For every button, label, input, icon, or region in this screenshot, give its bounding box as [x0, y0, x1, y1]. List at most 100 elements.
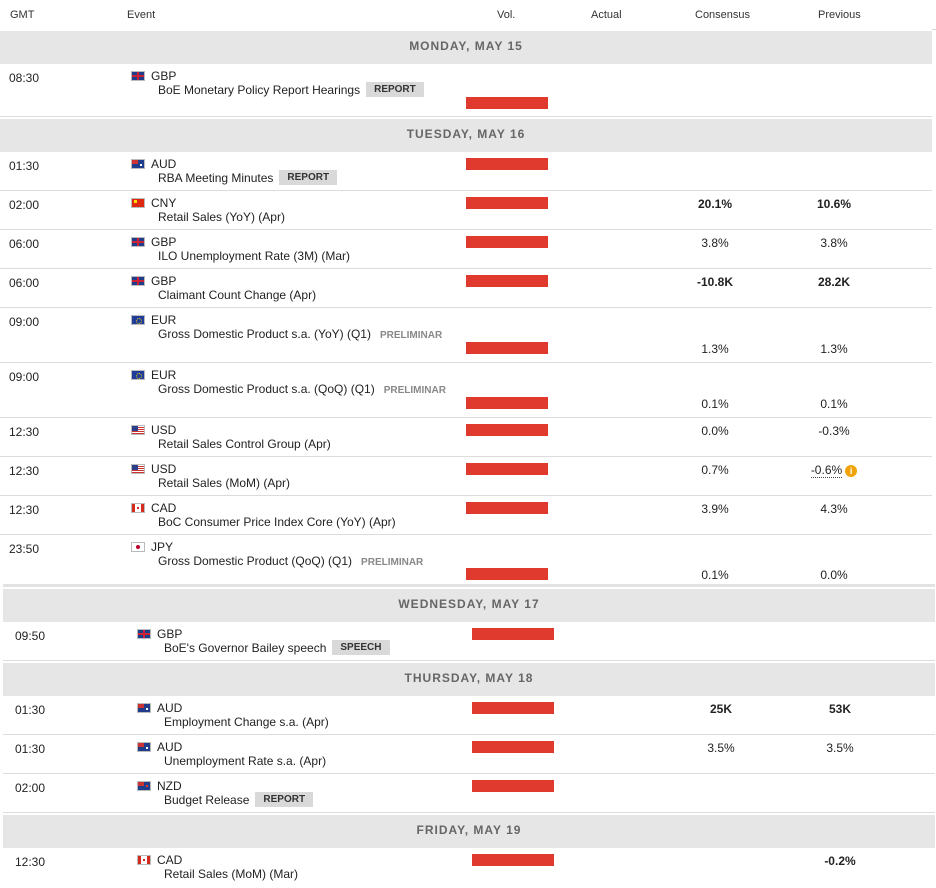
actual-column-header: Actual	[591, 9, 622, 21]
speech-badge[interactable]: SPEECH	[332, 640, 390, 656]
volatility-bar	[466, 97, 548, 109]
event-name[interactable]: Gross Domestic Product (QoQ) (Q1) PRELIMI…	[158, 554, 423, 568]
event-title[interactable]: Gross Domestic Product s.a. (YoY) (Q1)	[158, 327, 371, 341]
event-name[interactable]: Budget Release REPORT	[164, 792, 314, 808]
event-title[interactable]: Retail Sales Control Group (Apr)	[158, 437, 331, 451]
event-title[interactable]: Retail Sales (MoM) (Apr)	[158, 476, 291, 490]
event-name[interactable]: BoE Monetary Policy Report Hearings REPOR…	[158, 82, 424, 98]
event-title[interactable]: Retail Sales (MoM) (Mar)	[164, 867, 299, 881]
preliminary-tag: PRELIMINAR	[379, 330, 443, 341]
event-time: 01:30	[15, 742, 46, 756]
day-header: THURSDAY, MAY 18	[3, 661, 935, 696]
table-row[interactable]: 12:30 CAD BoC Consumer Price Index Core …	[0, 496, 932, 535]
consensus-value: 0.1%	[701, 568, 729, 582]
event-name[interactable]: Gross Domestic Product s.a. (YoY) (Q1) PR…	[158, 327, 442, 341]
us-flag-icon	[131, 464, 145, 474]
event-title[interactable]: Retail Sales (YoY) (Apr)	[158, 210, 285, 224]
event-time: 12:30	[9, 503, 40, 517]
event-title[interactable]: Gross Domestic Product (QoQ) (Q1)	[158, 554, 353, 568]
event-title[interactable]: Unemployment Rate s.a. (Apr)	[164, 754, 327, 768]
event-title[interactable]: BoE's Governor Bailey speech	[164, 641, 327, 655]
table-row[interactable]: 02:00 CNY Retail Sales (YoY) (Apr) 20.1%…	[0, 191, 932, 230]
event-time: 12:30	[9, 425, 40, 439]
event-time: 23:50	[9, 542, 40, 556]
table-row[interactable]: 01:30 AUD Unemployment Rate s.a. (Apr) 3…	[3, 735, 935, 774]
event-title[interactable]: Gross Domestic Product s.a. (QoQ) (Q1)	[158, 382, 375, 396]
table-row[interactable]: 09:50 GBP BoE's Governor Bailey speech SP…	[3, 622, 935, 661]
event-title[interactable]: Employment Change s.a. (Apr)	[164, 715, 329, 729]
event-title[interactable]: RBA Meeting Minutes	[158, 171, 274, 185]
table-row[interactable]: 06:00 GBP Claimant Count Change (Apr) -1…	[0, 269, 932, 308]
event-currency: GBP	[151, 69, 177, 83]
australia-flag-icon	[137, 742, 151, 752]
previous-value[interactable]: -0.6%	[810, 463, 843, 478]
event-time: 12:30	[15, 855, 46, 869]
event-currency: EUR	[151, 368, 177, 382]
consensus-value: -10.8K	[696, 275, 734, 289]
table-row[interactable]: 09:00 EUR Gross Domestic Product s.a. (Y…	[0, 308, 932, 363]
day-header: FRIDAY, MAY 19	[3, 813, 935, 848]
volatility-bar	[466, 424, 548, 436]
info-icon[interactable]: i	[845, 464, 858, 477]
previous-value: 0.0%	[820, 568, 848, 582]
china-flag-icon	[131, 198, 145, 208]
event-currency: EUR	[151, 313, 177, 327]
volatility-bar	[472, 702, 554, 714]
volatility-bar	[466, 397, 548, 409]
volatility-bar	[466, 568, 548, 580]
volatility-bar	[466, 236, 548, 248]
previous-value: 0.1%	[820, 397, 848, 411]
table-row[interactable]: 12:30 USD Retail Sales Control Group (Ap…	[0, 418, 932, 457]
day-header: TUESDAY, MAY 16	[0, 117, 932, 152]
consensus-value: 3.5%	[707, 741, 735, 755]
consensus-value: 1.3%	[701, 342, 729, 356]
table-row[interactable]: 01:30 AUD Employment Change s.a. (Apr) 2…	[3, 696, 935, 735]
event-time: 01:30	[15, 703, 46, 717]
consensus-value: 0.0%	[701, 424, 729, 438]
event-title[interactable]: BoC Consumer Price Index Core (YoY) (Apr…	[158, 515, 396, 529]
eu-flag-icon	[131, 315, 145, 325]
table-header: GMT Event Vol. Actual Consensus Previous	[0, 0, 936, 30]
previous-cell[interactable]: -0.6% i	[789, 463, 879, 478]
event-currency: USD	[151, 423, 177, 437]
table-row[interactable]: 12:30 USD Retail Sales (MoM) (Apr) 0.7% …	[0, 457, 932, 496]
table-row[interactable]: 12:30 CAD Retail Sales (MoM) (Mar) -0.2%	[3, 848, 935, 888]
australia-flag-icon	[131, 159, 145, 169]
event-name[interactable]: RBA Meeting Minutes REPORT	[158, 170, 338, 186]
volatility-bar	[466, 502, 548, 514]
new-zealand-flag-icon	[137, 781, 151, 791]
event-time: 09:00	[9, 315, 40, 329]
table-row[interactable]: 01:30 AUD RBA Meeting Minutes REPORT	[0, 152, 932, 191]
event-currency: JPY	[151, 540, 174, 554]
event-currency: GBP	[157, 627, 183, 641]
eu-flag-icon	[131, 370, 145, 380]
consensus-value: 3.9%	[701, 502, 729, 516]
event-time: 02:00	[15, 781, 46, 795]
report-badge[interactable]: REPORT	[366, 82, 424, 98]
table-row[interactable]: 02:00 NZD Budget Release REPORT	[3, 774, 935, 813]
event-name[interactable]: BoE's Governor Bailey speech SPEECH	[164, 640, 390, 656]
table-row[interactable]: 23:50 JPY Gross Domestic Product (QoQ) (…	[0, 535, 932, 589]
previous-value: -0.3%	[818, 424, 850, 438]
event-title[interactable]: ILO Unemployment Rate (3M) (Mar)	[158, 249, 351, 263]
event-title[interactable]: Budget Release	[164, 793, 250, 807]
event-time: 06:00	[9, 276, 40, 290]
vol-column-header: Vol.	[497, 9, 516, 21]
volatility-bar	[466, 342, 548, 354]
table-row[interactable]: 06:00 GBP ILO Unemployment Rate (3M) (Ma…	[0, 230, 932, 269]
event-time: 08:30	[9, 71, 40, 85]
volatility-bar	[466, 275, 548, 287]
report-badge[interactable]: REPORT	[279, 170, 338, 186]
us-flag-icon	[131, 425, 145, 435]
table-row[interactable]: 08:30 GBP BoE Monetary Policy Report Hea…	[0, 64, 932, 117]
uk-flag-icon	[137, 629, 151, 639]
volatility-bar	[472, 741, 554, 753]
gmt-column-header: GMT	[10, 9, 35, 21]
event-title[interactable]: Claimant Count Change (Apr)	[158, 288, 317, 302]
event-name[interactable]: Gross Domestic Product s.a. (QoQ) (Q1) PR…	[158, 382, 446, 396]
table-row[interactable]: 09:00 EUR Gross Domestic Product s.a. (Q…	[0, 363, 932, 418]
event-title[interactable]: BoE Monetary Policy Report Hearings	[158, 83, 361, 97]
report-badge[interactable]: REPORT	[255, 792, 314, 808]
event-column-header: Event	[127, 9, 156, 21]
day-header: MONDAY, MAY 15	[0, 29, 932, 64]
